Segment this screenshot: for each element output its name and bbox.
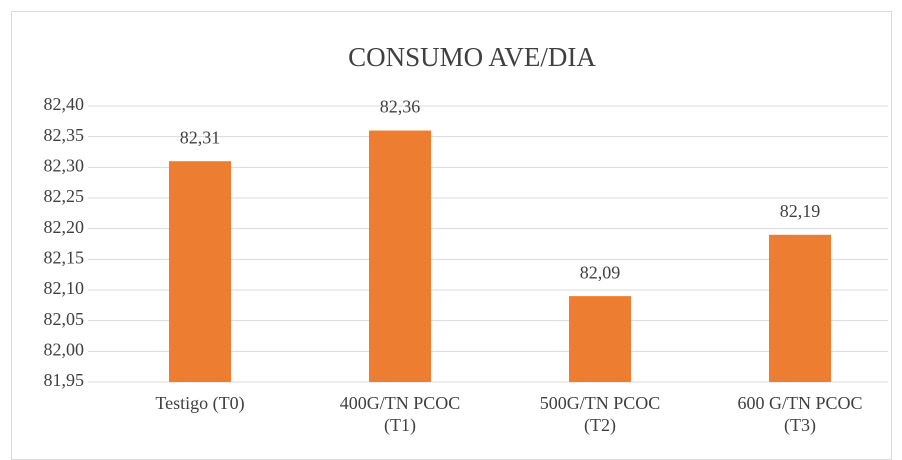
x-tick-label: 500G/TN PCOC (T2) — [539, 393, 661, 435]
y-tick-label: 82,35 — [44, 125, 85, 145]
x-tick-label-box: 400G/TN PCOC (T1) — [339, 393, 461, 435]
bar — [769, 234, 831, 382]
y-tick-label: 82,25 — [44, 186, 85, 206]
bar — [169, 161, 231, 382]
y-tick-label: 82,30 — [44, 155, 85, 175]
y-tick-label: 82,15 — [44, 247, 85, 267]
x-tick-label-box: 600 G/TN PCOC (T3) — [737, 393, 863, 435]
x-tick-label: 400G/TN PCOC (T1) — [339, 393, 461, 435]
chart-frame — [11, 11, 892, 460]
x-tick-label: 600 G/TN PCOC (T3) — [737, 393, 863, 435]
data-label: 82,09 — [580, 262, 621, 282]
x-tick-label-box: 500G/TN PCOC (T2) — [539, 393, 661, 435]
y-tick-label: 82,00 — [44, 339, 85, 359]
y-tick-label: 82,40 — [44, 94, 85, 114]
y-tick-label: 82,20 — [44, 217, 85, 237]
x-tick-label: Testigo (T0) — [155, 393, 245, 413]
bar — [369, 130, 431, 382]
chart-title: CONSUMO AVE/DIA — [348, 42, 596, 72]
data-label: 82,36 — [380, 97, 421, 117]
bar — [569, 296, 631, 382]
x-tick-label-box: Testigo (T0) — [155, 393, 245, 413]
data-label: 82,31 — [180, 127, 221, 147]
y-tick-label: 82,05 — [44, 309, 85, 329]
data-label: 82,19 — [780, 201, 821, 221]
y-tick-label: 81,95 — [44, 370, 85, 390]
y-tick-label: 82,10 — [44, 278, 85, 298]
